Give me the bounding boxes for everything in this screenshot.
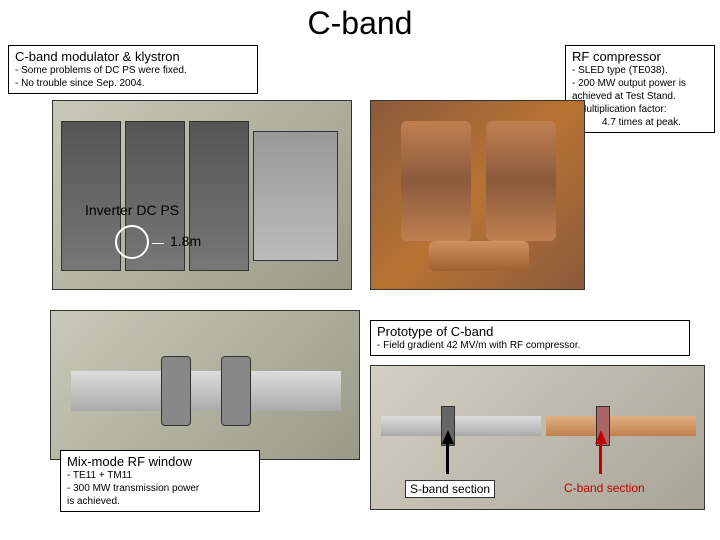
- rf-line2: - 200 MW output power is: [572, 77, 708, 90]
- modulator-line2: - No trouble since Sep. 2004.: [15, 77, 251, 90]
- circle-mark: [115, 225, 149, 259]
- mixmode-box: Mix-mode RF window - TE11 + TM11 - 300 M…: [60, 450, 260, 512]
- sband-arrow-stem: [446, 444, 449, 474]
- rf-line5: 4.7 times at peak.: [572, 116, 708, 129]
- rf-line3: achieved at Test Stand.: [572, 90, 708, 103]
- rf-window-photo: [50, 310, 360, 460]
- page-title: C-band: [0, 0, 720, 42]
- modulator-box: C-band modulator & klystron - Some probl…: [8, 45, 258, 94]
- rf-compressor-photo: [370, 100, 585, 290]
- mixmode-line2: - 300 MW transmission power: [67, 482, 253, 495]
- modulator-photo: [52, 100, 352, 290]
- cband-section-label: C-band section: [560, 480, 649, 496]
- prototype-box: Prototype of C-band - Field gradient 42 …: [370, 320, 690, 356]
- rf-compressor-box: RF compressor - SLED type (TE038). - 200…: [565, 45, 715, 133]
- inverter-label: Inverter DC PS: [85, 202, 179, 218]
- rf-line4: - Multiplication factor:: [572, 103, 708, 116]
- mixmode-line1: - TE11 + TM11: [67, 469, 253, 482]
- rf-line1: - SLED type (TE038).: [572, 64, 708, 77]
- prototype-line1: - Field gradient 42 MV/m with RF compres…: [377, 339, 683, 352]
- mixmode-line3: is achieved.: [67, 495, 253, 508]
- dim-line: [152, 243, 164, 244]
- sband-section-label: S-band section: [405, 480, 495, 498]
- cband-arrow-stem: [599, 444, 602, 474]
- rf-compressor-heading: RF compressor: [572, 49, 708, 64]
- sband-arrow-head: [442, 430, 454, 444]
- modulator-line1: - Some problems of DC PS were fixed.: [15, 64, 251, 77]
- mixmode-heading: Mix-mode RF window: [67, 454, 253, 469]
- cband-arrow-head: [595, 430, 607, 444]
- prototype-heading: Prototype of C-band: [377, 324, 683, 339]
- modulator-heading: C-band modulator & klystron: [15, 49, 251, 64]
- length-label: 1.8m: [170, 233, 201, 249]
